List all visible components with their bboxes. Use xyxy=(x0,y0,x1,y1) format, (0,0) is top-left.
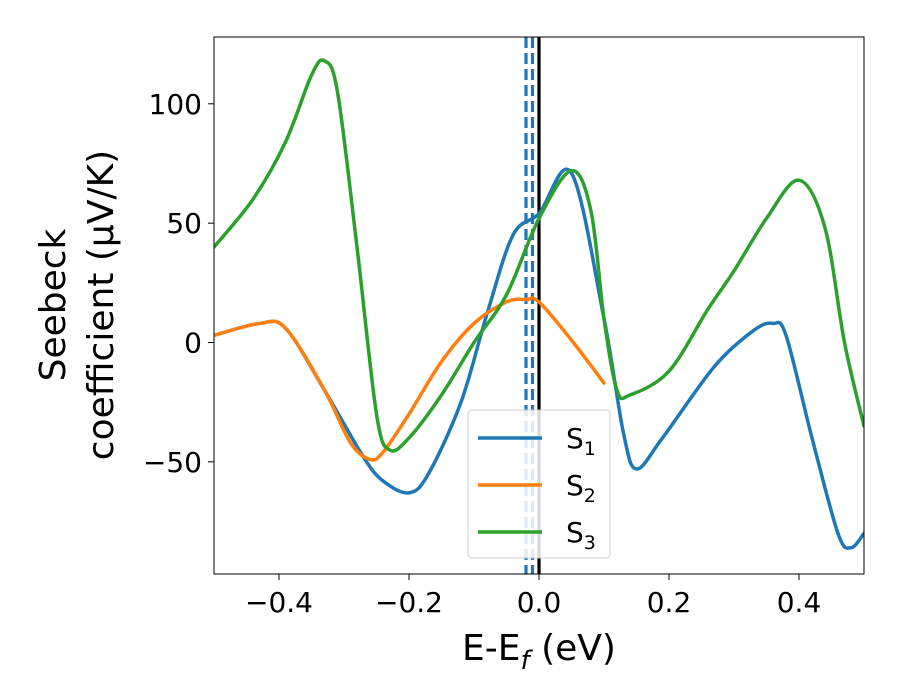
y-tick-label: 50 xyxy=(166,207,202,240)
x-axis-label: E-Ef (eV) xyxy=(462,628,616,676)
x-tick-label: −0.2 xyxy=(375,586,443,619)
legend: S1 S2 S3 xyxy=(467,409,611,559)
y-axis-label-line2: coefficient (μV/K) xyxy=(81,150,122,460)
series-line-s1 xyxy=(214,167,864,550)
legend-label: S2 xyxy=(566,469,596,507)
x-tick-label: −0.4 xyxy=(245,586,313,619)
legend-label: S3 xyxy=(566,516,596,554)
x-tick-label: 0.4 xyxy=(777,586,822,619)
legend-label: S1 xyxy=(566,422,596,460)
x-tick-label: 0.0 xyxy=(517,586,562,619)
x-tick-label: 0.2 xyxy=(647,586,692,619)
series-line-s3 xyxy=(214,58,864,453)
y-tick-label: −50 xyxy=(143,446,202,479)
series-line-s2 xyxy=(214,296,606,462)
y-axis-label-line1: Seebeck xyxy=(33,228,74,381)
y-tick-label: 100 xyxy=(149,88,202,121)
y-tick-label: 0 xyxy=(184,326,202,359)
